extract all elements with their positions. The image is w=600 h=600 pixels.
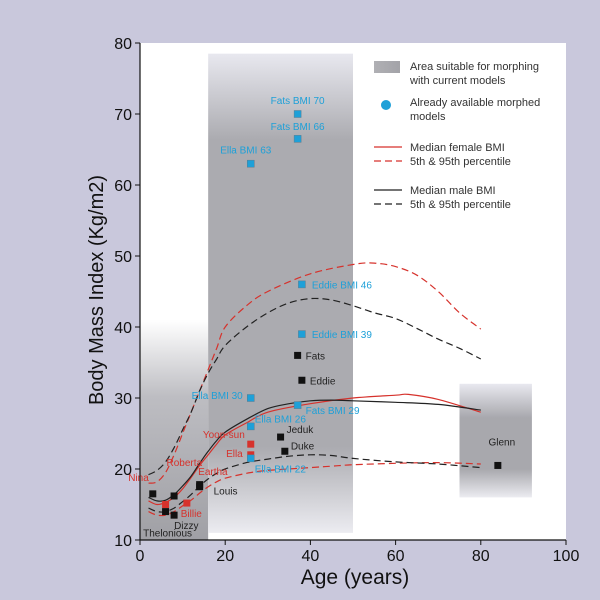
morphed-model-marker [247,454,255,463]
data-points: Fats Eddie Jeduk Duke Yoon-sun Ella Roberta Nin… [128,96,515,540]
morphed-model-label: Ella BMI 22 [255,464,307,475]
x-tick-label: 60 [387,548,405,565]
morphed-model-label: Ella BMI 30 [192,391,244,402]
morphed-model-marker [247,159,255,168]
subject-label: Roberta [167,458,203,469]
subject-label: Louis [214,487,238,498]
subject-label: Thelonious [143,529,192,540]
legend-label: 5th & 95th percentile [410,199,511,211]
suitable-area-band [140,319,209,540]
morphed-model-marker [247,394,255,402]
morphed-model-label: Ella BMI 63 [220,146,272,157]
x-tick-label: 0 [136,548,145,565]
subject-label: Ella [226,449,243,460]
x-tick-label: 20 [216,548,234,565]
y-tick-label: 70 [114,107,132,124]
subject-marker [183,499,191,507]
suitable-area-band [208,53,353,533]
subject-marker [298,376,306,384]
curve-male-dashed [148,454,481,513]
y-axis-title: Body Mass Index (Kg/m2) [86,175,108,405]
subject-marker [494,461,502,469]
morphed-model-marker [298,330,306,338]
x-axis-title: Age (years) [301,566,410,589]
legend-label: Median female BMI [410,142,505,154]
morphed-model-marker [298,280,306,289]
subject-marker [170,511,178,519]
curve-female-dashed [148,262,482,484]
subject-marker [162,508,170,516]
morphed-model-marker [247,422,255,431]
morphed-model-label: Fats BMI 70 [271,96,325,107]
morphed-model-marker [293,401,302,409]
y-tick-label: 20 [114,462,132,479]
morphed-model-label: Fats BMI 29 [306,406,360,417]
subject-label: Nina [128,473,149,484]
legend-swatch-morphed [381,100,391,110]
x-tick-label: 100 [553,548,580,565]
legend: Area suitable for morphing with current m… [374,61,540,211]
subject-marker [162,501,170,508]
morphed-model-label: Eddie BMI 46 [312,280,372,291]
x-tick-label: 80 [472,548,490,565]
y-tick-label: 10 [114,533,132,550]
legend-label: 5th & 95th percentile [410,156,511,168]
subject-marker [277,433,285,441]
subject-marker [281,447,289,455]
y-tick-label: 60 [114,178,132,195]
subject-label: Billie [181,509,203,520]
y-tick-label: 50 [114,249,132,266]
subject-label: Duke [291,441,315,452]
subject-label: Yoon-sun [203,430,245,441]
subject-label: Fats [306,351,325,362]
subject-marker [294,351,302,359]
legend-label: Area suitable for morphing with current m… [409,61,539,87]
subject-marker [170,492,178,500]
axes: 0 20 40 60 80 100 10 20 30 40 50 60 70 80 [114,36,579,565]
legend-label: Already available morphed models [410,97,540,123]
subject-label: Eartha [198,467,228,478]
legend-swatch-band [374,61,400,73]
morphed-model-label: Ella BMI 26 [255,414,307,425]
subject-marker [149,490,157,498]
morphed-model-label: Eddie BMI 39 [312,330,372,341]
subject-label: Glenn [488,437,515,448]
subject-label: Dizzy [174,521,198,532]
subject-label: Jeduk [287,425,315,436]
subject-marker [247,440,255,448]
morphed-model-marker [293,110,302,118]
y-tick-label: 40 [114,320,132,337]
subject-label: Eddie [310,376,336,387]
morphed-model-marker [293,135,302,143]
morphed-model-label: Fats BMI 66 [271,122,325,133]
curve-male-dashed [148,297,482,476]
y-tick-label: 80 [114,36,132,53]
subject-marker [196,481,204,489]
suitable-areas [140,53,532,540]
legend-label: Median male BMI [410,185,496,197]
x-tick-label: 40 [302,548,320,565]
suitable-area-band [459,383,532,498]
y-tick-label: 30 [114,391,132,408]
